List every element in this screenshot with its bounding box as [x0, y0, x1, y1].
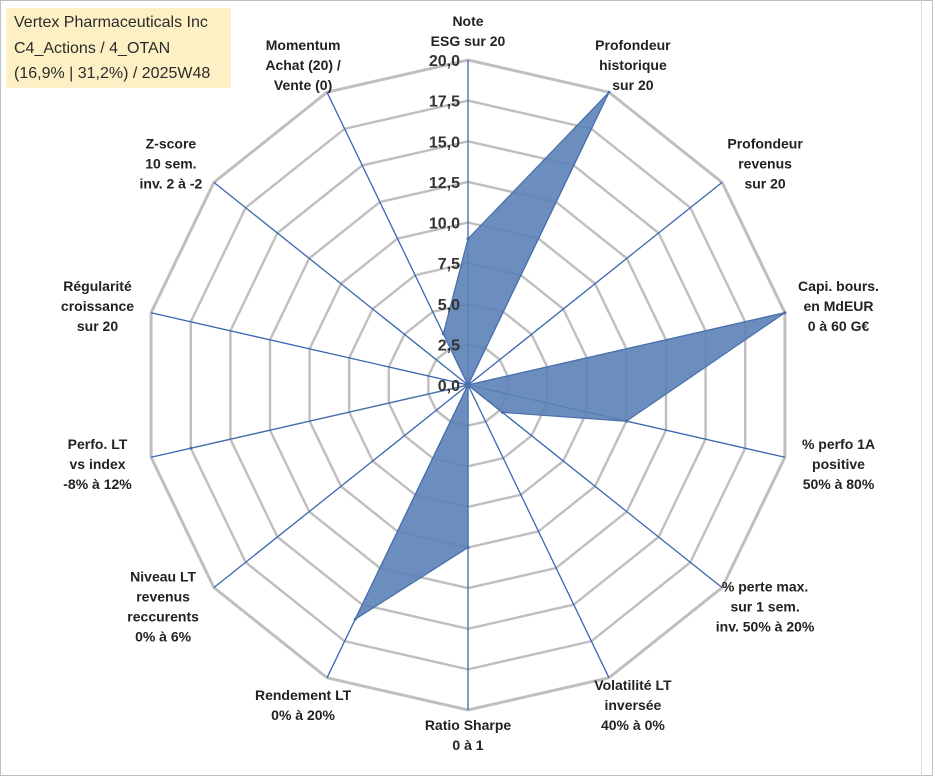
axis-label-line: Momentum: [266, 37, 341, 53]
series-area: [190, 91, 786, 621]
axis-label: Z-score 10 sem. inv. 2 à -2: [140, 136, 203, 192]
axis-label-line: inv. 2 à -2: [140, 176, 203, 192]
axis-label: Régularité croissance sur 20: [61, 278, 134, 334]
axis-spoke: [213, 384, 469, 589]
axis-label-line: positive: [812, 456, 865, 472]
axis-label-line: Note: [452, 13, 483, 29]
axis-label-line: sur 20: [612, 77, 653, 93]
axis-label-line: 40% à 0%: [601, 717, 665, 733]
tick-label: 15,0: [429, 134, 460, 151]
axis-label: Rendement LT 0% à 20%: [255, 687, 352, 723]
axis-spoke: [467, 384, 610, 679]
axis-label-line: Capi. bours.: [798, 278, 879, 294]
axis-label-line: 0% à 20%: [271, 707, 335, 723]
axis-label-line: historique: [599, 57, 667, 73]
axis-label-line: vs index: [69, 456, 125, 472]
tick-label: 2,5: [438, 337, 460, 354]
axis-label-line: Perfo. LT: [68, 436, 128, 452]
axis-label: % perfo 1A positive 50% à 80%: [802, 436, 875, 492]
data-point: [466, 383, 470, 387]
chart-period: (16,9% | 31,2%) / 2025W48: [14, 65, 211, 82]
tick-label: 12,5: [429, 175, 460, 192]
axis-label-line: sur 1 sem.: [730, 598, 799, 614]
axis-spoke: [150, 312, 469, 386]
data-point: [500, 410, 504, 414]
axis-label-line: reccurents: [127, 608, 199, 624]
axis-label-line: ESG sur 20: [431, 33, 506, 49]
tick-label: 7,5: [438, 256, 460, 273]
data-point: [353, 617, 357, 621]
axis-label-line: en MdEUR: [804, 298, 874, 314]
axis-label-line: 0 à 1: [452, 737, 483, 753]
axis-label-line: Niveau LT: [130, 568, 196, 584]
axis-spoke: [467, 181, 723, 386]
data-point: [466, 546, 470, 549]
axis-label: Momentum Achat (20) / Vente (0): [265, 37, 341, 93]
axis-label: Capi. bours. en MdEUR 0 à 60 G€: [798, 278, 879, 334]
data-point: [466, 237, 470, 241]
data-point: [441, 332, 445, 336]
axis-label-line: Z-score: [146, 136, 197, 152]
axis-label: Perfo. LT vs index -8% à 12%: [63, 436, 132, 492]
axis-label-line: revenus: [136, 588, 190, 604]
axis-label-line: Vente (0): [274, 77, 332, 93]
tick-label: 20,0: [429, 53, 460, 70]
axis-spoke: [213, 181, 469, 386]
axis-label-line: inversée: [604, 697, 661, 713]
axis-label-line: Achat (20) /: [265, 57, 341, 73]
axis-label: Volatilité LT inversée 40% à 0%: [594, 677, 672, 733]
axis-label: Profondeur revenus sur 20: [727, 136, 803, 192]
chart-subtitle: C4_Actions / 4_OTAN: [14, 40, 171, 57]
axis-label-line: croissance: [61, 298, 134, 314]
axis-label-line: 0 à 60 G€: [808, 318, 870, 334]
tick-label: 0,0: [438, 378, 460, 395]
axis-label-line: revenus: [738, 156, 792, 172]
axis-label-line: inv. 50% à 20%: [716, 618, 815, 634]
tick-label: 10,0: [429, 216, 460, 233]
axis-spoke: [467, 384, 723, 589]
axis-label-line: Profondeur: [595, 37, 671, 53]
tick-label: 17,5: [429, 94, 460, 111]
axis-label: % perte max. sur 1 sem. inv. 50% à 20%: [716, 578, 815, 634]
axis-label-line: % perfo 1A: [802, 436, 875, 452]
title-box: Vertex Pharmaceuticals Inc C4_Actions / …: [6, 8, 231, 88]
axis-label: Note ESG sur 20: [431, 13, 506, 49]
axis-label-line: sur 20: [77, 318, 118, 334]
gridline-edge: [921, 0, 922, 776]
data-point: [607, 90, 611, 94]
chart-title: Vertex Pharmaceuticals Inc: [14, 14, 208, 31]
axis-label-line: 0% à 6%: [135, 628, 192, 644]
axis-label-line: -8% à 12%: [63, 476, 132, 492]
axis-label-line: 10 sem.: [145, 156, 196, 172]
data-point: [783, 311, 787, 315]
axis-label-line: Profondeur: [727, 136, 803, 152]
axis-label-line: Rendement LT: [255, 687, 352, 703]
tick-label: 5,0: [438, 297, 460, 314]
axis-label: Profondeur historique sur 20: [595, 37, 671, 93]
axis-label-line: Volatilité LT: [594, 677, 672, 693]
axis-label: Ratio Sharpe 0 à 1: [425, 717, 512, 753]
data-point: [624, 419, 628, 423]
axis-label-line: Ratio Sharpe: [425, 717, 512, 733]
axis-label-line: % perte max.: [722, 578, 808, 594]
data-point: [189, 446, 193, 450]
axis-label: Niveau LT revenus reccurents 0% à 6%: [127, 568, 199, 644]
axis-label-line: sur 20: [744, 176, 785, 192]
axis-label-line: 50% à 80%: [803, 476, 875, 492]
axis-label-line: Régularité: [63, 278, 132, 294]
